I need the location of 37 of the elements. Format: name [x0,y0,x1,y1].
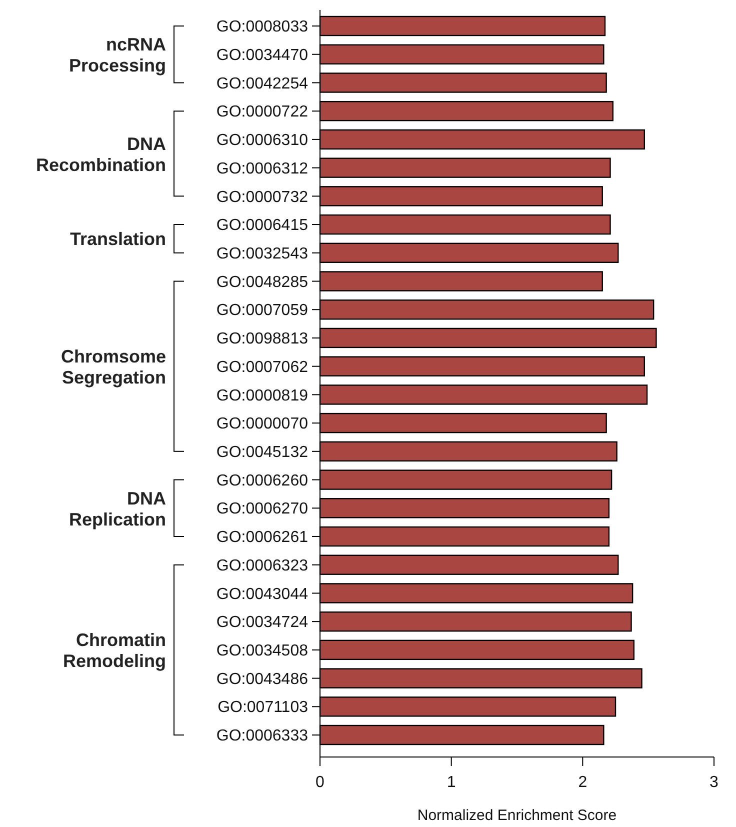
y-tick-label: GO:0006261 [216,529,308,546]
x-tick-label: 1 [446,774,456,791]
y-tick-label: GO:0034508 [216,642,308,660]
text: DNA Recombination [36,134,166,175]
y-tick-label: GO:0043044 [216,586,308,603]
y-tick-label: GO:0006260 [216,472,308,490]
y-tick-label: GO:0045132 [216,444,308,461]
y-tick-label: GO:0006312 [216,160,308,178]
y-tick-label: GO:0006415 [216,217,308,234]
y-tick-label: GO:0006333 [216,728,308,745]
y-tick-label: GO:0048285 [216,274,308,291]
text: ncRNA Processing [68,34,166,76]
y-tick-label: GO:0007062 [216,358,308,376]
y-tick-label: GO:0071103 [218,699,308,716]
y-tick-label: GO:0043486 [216,670,308,688]
text: Translation [70,229,166,249]
y-tick-label: GO:0000070 [216,416,308,433]
x-tick-label: 3 [710,774,719,791]
x-tick-label: 0 [316,774,325,791]
y-tick-label: GO:0034724 [216,614,308,632]
x-axis-title: Normalized Enrichment Score [417,807,617,824]
y-tick-label: GO:0032543 [216,245,308,262]
y-tick-label: GO:0000819 [216,387,308,404]
y-tick-label: GO:0006310 [216,132,308,150]
text: Chromsome Segregation [60,346,166,388]
y-tick-label: GO:0034470 [216,46,308,64]
y-tick-label: GO:0007059 [216,302,308,320]
text: Chromatin Remodeling [62,630,166,672]
y-tick-label: GO:0006323 [216,557,308,574]
y-tick-label: GO:0042254 [216,75,308,92]
y-tick-label: GO:0006270 [216,500,308,518]
y-tick-label: GO:0000722 [216,104,308,121]
x-tick-label: 2 [578,774,588,791]
y-tick-label: GO:0000732 [216,188,308,206]
y-tick-label: GO:0008033 [216,18,308,36]
text: DNA Replication [68,488,166,530]
y-tick-label: GO:0098813 [216,330,308,348]
